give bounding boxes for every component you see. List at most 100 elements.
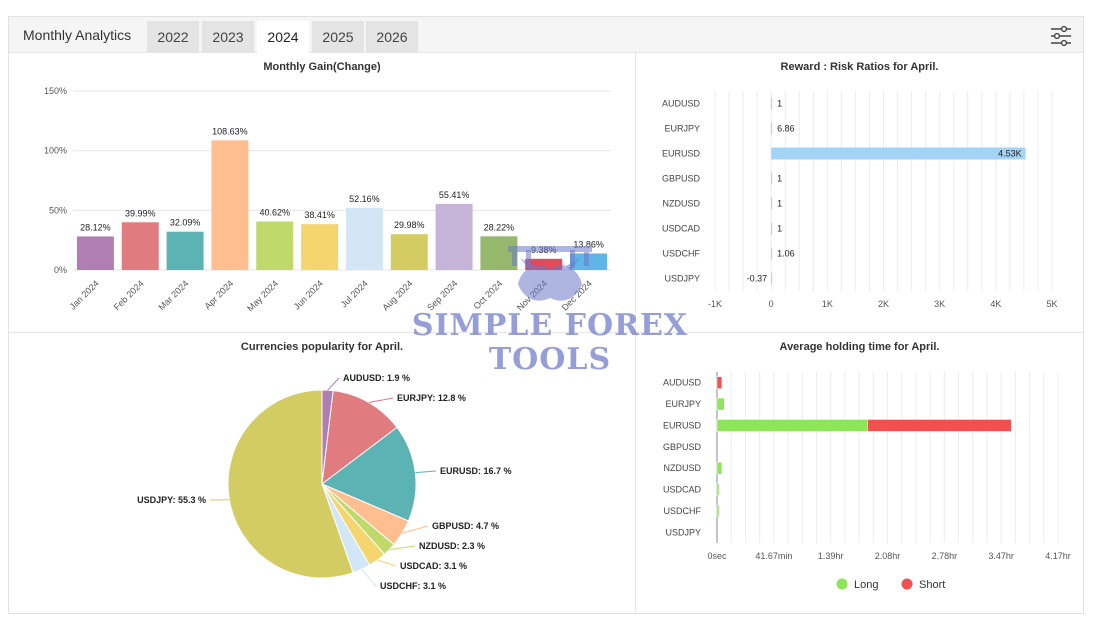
- pie-label: NZDUSD: 2.3 %: [419, 541, 485, 551]
- gain-value-label: 32.09%: [170, 218, 201, 228]
- pie-slice-eurusd: [321, 426, 417, 522]
- rr-xtick-label: 2K: [878, 299, 889, 309]
- gain-bar-jul-2024: [345, 207, 383, 270]
- gain-value-label: 52.16%: [349, 194, 380, 204]
- rr-category-label: AUDUSD: [662, 99, 701, 109]
- gain-ytick-label: 100%: [44, 146, 67, 156]
- rr-value-label: 1.06: [777, 249, 795, 259]
- rr-bar-eurusd: [771, 147, 1026, 160]
- hold-category-label: GBPUSD: [663, 442, 702, 452]
- rr-category-label: GBPUSD: [662, 174, 701, 184]
- hold-category-label: AUDUSD: [663, 378, 702, 388]
- gain-value-label: 28.22%: [484, 222, 515, 232]
- rr-value-label: 6.86: [777, 124, 795, 134]
- pie-slice-eurjpy: [321, 390, 398, 486]
- panel-divider-vertical: [635, 53, 636, 613]
- settings-sliders-icon[interactable]: [1049, 24, 1073, 48]
- gain-bar-jan-2024: [76, 236, 114, 270]
- rr-category-label: USDCAD: [662, 224, 701, 234]
- pie-label: USDJPY: 55.3 %: [137, 495, 206, 505]
- rr-category-label: EURJPY: [664, 124, 700, 134]
- analytics-panel: Monthly Analytics 2022 2023 2024 2025 20…: [8, 16, 1084, 614]
- hold-category-label: NZDUSD: [664, 463, 702, 473]
- hold-bar-long-usdchf: [716, 504, 720, 518]
- gain-value-label: 28.12%: [80, 222, 111, 232]
- gain-bar-aug-2024: [390, 234, 428, 270]
- rr-category-label: EURUSD: [662, 149, 701, 159]
- hold-xtick-label: 41.67min: [755, 551, 792, 561]
- hold-xtick-label: 2.08hr: [875, 551, 901, 561]
- hold-bar-short-audusd: [716, 376, 723, 389]
- gain-bar-sep-2024: [435, 203, 473, 270]
- pie-leader-line: [377, 559, 397, 567]
- gain-ytick-label: 50%: [49, 205, 67, 215]
- rr-bar-usdchf: [771, 247, 773, 260]
- tab-2022[interactable]: 2022: [147, 21, 199, 53]
- monthly-gain-title: Monthly Gain(Change): [263, 61, 381, 73]
- tab-2025[interactable]: 2025: [312, 21, 364, 53]
- gain-value-label: 40.62%: [259, 208, 290, 218]
- gain-ytick-label: 0%: [54, 265, 67, 275]
- pie-leader-line: [327, 377, 340, 391]
- tab-2026[interactable]: 2026: [366, 21, 418, 53]
- tab-2024[interactable]: 2024: [257, 21, 309, 53]
- hold-bar-long-nzdusd: [716, 461, 723, 475]
- legend-label-short: Short: [919, 579, 945, 591]
- pie-leader-line: [368, 397, 394, 404]
- holding-time-title: Average holding time for April.: [779, 341, 940, 353]
- rr-value-label: -0.37: [747, 274, 768, 284]
- rr-value-label: 1: [777, 199, 782, 209]
- pie-label: GBPUSD: 4.7 %: [432, 521, 499, 531]
- pie-leader-line: [361, 568, 377, 587]
- gain-value-label: 38.41%: [304, 210, 335, 220]
- gain-ytick-label: 150%: [44, 86, 67, 96]
- reward-risk-chart: -1K 0 1K 2K 3K 4K 5K AUDUSD 1 EURJPY 6.86 EURUSD 4.5…: [662, 91, 1058, 309]
- hold-xtick-label: 4.17hr: [1045, 551, 1071, 561]
- tab-2023[interactable]: 2023: [202, 21, 254, 53]
- rr-xtick-label: 0: [769, 299, 774, 309]
- panel-divider-horizontal: [9, 332, 1083, 333]
- rr-value-label: 1: [777, 99, 782, 109]
- hold-xtick-label: 1.39hr: [818, 551, 844, 561]
- legend-marker-long: [836, 578, 848, 590]
- gain-bar-feb-2024: [121, 222, 159, 270]
- reward-risk-title: Reward : Risk Ratios for April.: [780, 61, 939, 73]
- hold-xtick-label: 0sec: [707, 551, 727, 561]
- gain-value-label: 13.86%: [573, 239, 604, 249]
- hold-category-label: USDCHF: [664, 506, 702, 516]
- hold-category-label: EURUSD: [663, 420, 702, 430]
- pie-label: EURJPY: 12.8 %: [397, 393, 466, 403]
- rr-bar-audusd: [771, 97, 773, 110]
- pie-label: USDCHF: 3.1 %: [380, 581, 446, 591]
- rr-xtick-label: 4K: [990, 299, 1001, 309]
- hold-category-label: EURJPY: [665, 399, 701, 409]
- pie-label: AUDUSD: 1.9 %: [343, 373, 410, 383]
- hold-bar-short-eurusd: [867, 419, 1012, 432]
- rr-bar-usdjpy: [771, 272, 773, 285]
- rr-bar-nzdusd: [771, 197, 773, 210]
- pie-slice-usdjpy: [227, 389, 354, 579]
- hold-xtick-label: 2.78hr: [932, 551, 958, 561]
- rr-value-label: 4.53K: [998, 149, 1022, 159]
- hold-xtick-label: 3.47hr: [988, 551, 1014, 561]
- gain-value-label: 108.63%: [212, 126, 248, 136]
- gain-bar-jun-2024: [301, 224, 339, 270]
- rr-category-label: NZDUSD: [663, 199, 701, 209]
- gain-bar-nov-2024: [525, 258, 563, 270]
- hold-bar-long-eurusd: [716, 419, 868, 432]
- gain-value-label: 55.41%: [439, 190, 470, 200]
- gain-bar-oct-2024: [480, 236, 518, 270]
- pie-leader-line: [401, 525, 429, 534]
- rr-category-label: USDJPY: [664, 274, 700, 284]
- gain-value-label: 29.98%: [394, 220, 425, 230]
- gain-value-label: 39.99%: [125, 208, 156, 218]
- gain-bar-mar-2024: [166, 231, 204, 270]
- pie-leader-line: [389, 545, 416, 551]
- rr-xtick-label: -1K: [708, 299, 722, 309]
- hold-bar-long-eurjpy: [716, 397, 725, 411]
- legend-marker-short: [901, 578, 913, 590]
- pie-label: EURUSD: 16.7 %: [440, 466, 512, 476]
- pie-label: USDCAD: 3.1 %: [400, 561, 467, 571]
- header-bar: Monthly Analytics 2022 2023 2024 2025 20…: [9, 17, 1083, 53]
- pie-leader-line: [415, 470, 437, 474]
